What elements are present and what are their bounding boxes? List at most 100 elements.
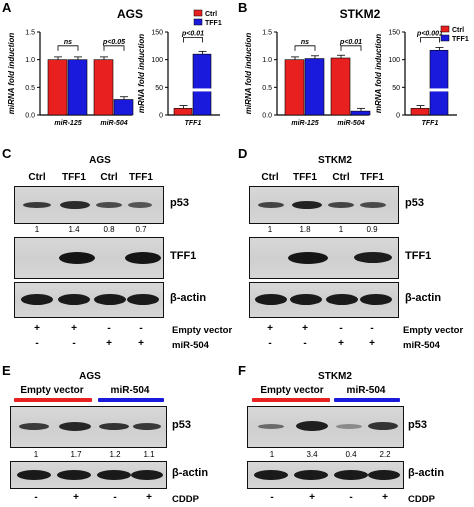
band <box>94 294 126 305</box>
treatment-mark: + <box>146 492 152 503</box>
chart-b-mrna: 0 50 100 150 mRNA fold induction TFF1 p<0.001 C… <box>374 25 469 127</box>
panel-d-title: STKM2 <box>318 155 352 166</box>
y-tick-label: 0.0 <box>262 113 272 120</box>
blot-p53-e <box>10 406 167 448</box>
group-label-mir504: miR-504 <box>110 385 150 396</box>
panel-label-a: A <box>2 0 12 15</box>
bar <box>284 59 305 116</box>
y-axis-label: miRNA fold induction <box>7 33 16 115</box>
lane-label: TFF1 <box>129 172 153 183</box>
group-bar-empty-vector <box>252 398 330 402</box>
band <box>328 202 354 208</box>
quant-value: 1 <box>269 450 275 459</box>
row-label-cddp: CDDP <box>172 494 199 505</box>
panel-label-d: D <box>238 146 248 161</box>
y-axis-label: mRNA fold induction <box>137 34 146 113</box>
bar <box>93 59 114 116</box>
panel-label-e: E <box>2 363 11 378</box>
treatment-mark: - <box>113 492 117 503</box>
y-tick-label: 0 <box>396 113 400 120</box>
legend-label: TFF1 <box>452 36 469 43</box>
band <box>133 423 161 430</box>
blot-label-actin: β-actin <box>408 467 445 479</box>
blot-p53-c <box>14 186 164 224</box>
blot-label-p53: p53 <box>408 419 427 431</box>
quant-value: 1.8 <box>299 225 311 234</box>
band <box>127 294 159 305</box>
treatment-mark: - <box>349 492 353 503</box>
treatment-mark: + <box>138 338 144 349</box>
treatment-mark: - <box>339 323 343 334</box>
treatment-mark: - <box>107 323 111 334</box>
quant-value: 1.7 <box>70 450 82 459</box>
quant-value: 0.7 <box>135 225 147 234</box>
lane-label: TFF1 <box>360 172 384 183</box>
group-label-empty-vector: Empty vector <box>20 385 84 396</box>
x-tick-label: TFF1 <box>422 120 439 127</box>
band <box>258 424 284 429</box>
band <box>254 470 288 480</box>
y-tick-label: 0.0 <box>25 113 35 120</box>
band <box>360 202 386 208</box>
quant-value: 3.4 <box>306 450 318 459</box>
blot-p53-d <box>249 186 399 224</box>
band <box>97 470 131 480</box>
significance-bracket <box>340 45 362 51</box>
blot-p53-f <box>247 406 404 448</box>
band <box>58 294 90 305</box>
blot-actin-e <box>10 461 167 489</box>
legend-swatch <box>193 18 203 26</box>
y-tick-label: 1.0 <box>25 57 35 64</box>
quant-value: 1.4 <box>68 225 80 234</box>
panel-label-b: B <box>238 0 248 15</box>
y-tick-label: 1.5 <box>262 30 272 37</box>
band <box>334 470 368 480</box>
treatment-mark: + <box>309 492 315 503</box>
lane-label: Ctrl <box>28 172 46 183</box>
quant-value: 1.2 <box>109 450 121 459</box>
treatment-mark: - <box>270 492 274 503</box>
y-tick-label: 50 <box>392 85 400 92</box>
x-tick-label: miR-125 <box>54 120 81 127</box>
band <box>96 202 122 208</box>
bar <box>67 59 88 116</box>
treatment-mark: - <box>370 323 374 334</box>
blot-label-tff1: TFF1 <box>405 250 432 262</box>
band <box>23 202 51 208</box>
significance-bracket <box>103 45 125 51</box>
group-bar-mir504 <box>98 398 164 402</box>
treatment-mark: - <box>139 323 143 334</box>
chart-b-mirna: 0.0 0.5 1.0 1.5 miRNA fold induction miR-125 n… <box>244 30 371 127</box>
panel-b-title: STKM2 <box>339 7 381 21</box>
band <box>354 252 392 263</box>
y-tick-label: 150 <box>151 30 163 37</box>
treatment-mark: - <box>35 338 39 349</box>
bar <box>173 108 193 116</box>
legend-label: Ctrl <box>205 11 217 18</box>
lane-label: TFF1 <box>62 172 86 183</box>
blot-actin-f <box>247 461 404 489</box>
quant-value: 1 <box>33 450 39 459</box>
band <box>128 202 152 208</box>
legend-swatch <box>440 34 450 42</box>
significance-label: p<0.001 <box>416 31 443 38</box>
blot-label-p53: p53 <box>170 197 189 209</box>
bar <box>350 110 371 116</box>
x-tick-label: TFF1 <box>185 120 202 127</box>
band <box>99 423 129 430</box>
y-tick-label: 0.5 <box>262 85 272 92</box>
legend-swatch <box>193 9 203 17</box>
blot-actin-c <box>14 282 164 318</box>
legend-label: TFF1 <box>205 20 222 27</box>
band <box>17 470 51 480</box>
y-tick-label: 100 <box>151 57 163 64</box>
row-label-mir504: miR-504 <box>172 340 209 351</box>
y-tick-label: 1.0 <box>262 57 272 64</box>
blot-label-p53: p53 <box>405 197 424 209</box>
quant-value: 0.8 <box>103 225 115 234</box>
band <box>255 294 287 305</box>
bar <box>113 99 134 116</box>
significance-bracket <box>294 45 316 51</box>
y-axis-label: mRNA fold induction <box>374 34 383 113</box>
band <box>21 294 53 305</box>
